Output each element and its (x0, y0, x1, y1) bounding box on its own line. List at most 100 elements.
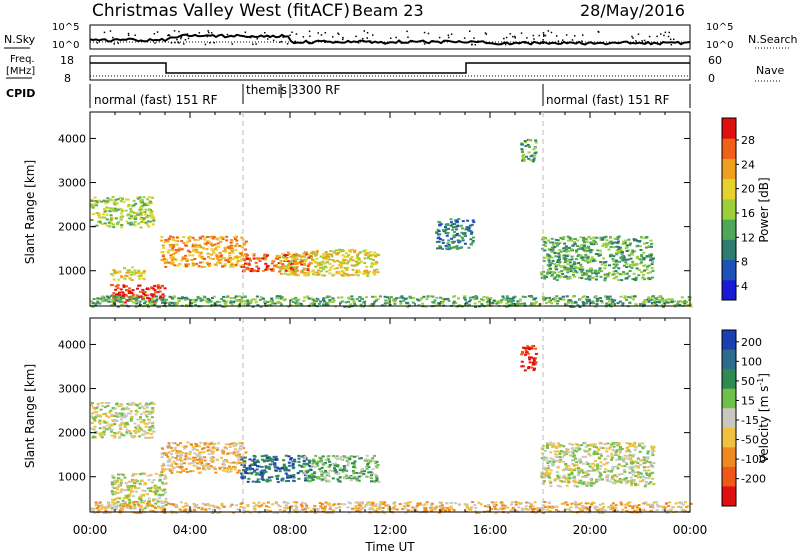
data-cell (209, 465, 213, 468)
data-cell (127, 506, 130, 509)
data-cell (193, 510, 197, 512)
data-cell (580, 509, 584, 512)
data-cell (437, 302, 441, 305)
data-cell (172, 245, 176, 248)
data-cell (544, 245, 548, 248)
data-cell (127, 203, 131, 206)
data-cell (576, 304, 580, 307)
data-cell (583, 244, 587, 247)
data-cell (115, 413, 119, 416)
data-cell (254, 473, 258, 476)
data-cell (158, 478, 162, 481)
data-cell (632, 238, 636, 241)
data-cell (129, 210, 133, 213)
nave-tick-top: 60 (708, 54, 722, 67)
data-cell (530, 302, 533, 305)
data-cell (140, 213, 144, 216)
noise-dot (474, 44, 476, 46)
data-cell (622, 264, 626, 267)
data-cell (183, 458, 187, 461)
data-cell (167, 502, 171, 505)
data-cell (580, 244, 584, 247)
data-cell (406, 504, 410, 507)
data-cell (190, 462, 194, 465)
data-cell (502, 507, 506, 510)
data-cell (114, 294, 118, 297)
data-cell (128, 412, 132, 415)
data-cell (184, 445, 188, 448)
data-cell (139, 505, 143, 508)
noise-dot (167, 34, 169, 37)
data-cell (99, 434, 103, 437)
data-cell (141, 291, 145, 294)
data-cell (681, 508, 685, 511)
data-cell (593, 443, 597, 446)
data-cell (529, 504, 533, 507)
data-cell (586, 257, 590, 260)
data-cell (520, 151, 524, 153)
data-cell (101, 433, 105, 436)
data-cell (366, 271, 370, 274)
data-cell (187, 238, 191, 241)
data-cell (213, 263, 217, 266)
data-cell (566, 235, 570, 238)
data-cell (610, 458, 614, 461)
data-cell (205, 248, 209, 251)
data-cell (154, 488, 158, 491)
data-cell (350, 264, 354, 267)
noise-dot (112, 36, 114, 39)
data-cell (151, 196, 154, 199)
data-cell (119, 427, 123, 430)
data-cell (593, 450, 597, 453)
data-cell (161, 481, 164, 484)
data-cell (211, 237, 215, 240)
data-cell (313, 300, 316, 303)
data-cell (325, 480, 329, 483)
data-cell (171, 247, 175, 250)
data-cell (245, 472, 249, 475)
noise-dot (334, 40, 336, 43)
data-cell (92, 213, 95, 216)
data-cell (110, 423, 114, 426)
data-cell (140, 405, 144, 408)
data-cell (112, 278, 116, 281)
data-cell (224, 246, 228, 249)
data-cell (267, 268, 271, 271)
data-cell (289, 507, 293, 510)
data-cell (505, 299, 509, 302)
data-cell (246, 480, 250, 483)
data-cell (122, 505, 125, 508)
data-cell (144, 300, 148, 303)
data-cell (463, 232, 467, 235)
data-cell (425, 298, 429, 301)
data-cell (344, 468, 348, 471)
data-cell (168, 458, 172, 461)
data-cell (509, 300, 513, 303)
data-cell (120, 423, 123, 426)
data-cell (583, 295, 587, 298)
data-cell (135, 430, 139, 433)
data-cell (116, 287, 120, 290)
data-cell (333, 467, 336, 470)
data-cell (232, 301, 235, 304)
data-cell (224, 447, 228, 450)
data-cell (153, 491, 157, 493)
data-cell (260, 475, 264, 478)
data-cell (317, 302, 321, 305)
data-cell (167, 442, 171, 445)
data-cell (131, 289, 135, 292)
noise-dot (302, 36, 305, 38)
noise-dot (526, 37, 528, 39)
data-cell (285, 504, 288, 507)
data-cell (229, 468, 233, 471)
data-cell (115, 217, 118, 220)
data-cell (211, 250, 215, 252)
data-cell (582, 239, 586, 242)
data-cell (113, 490, 117, 493)
data-cell (511, 299, 515, 302)
data-cell (120, 210, 124, 213)
data-cell (162, 452, 166, 455)
data-cell (611, 259, 615, 262)
data-cell (185, 258, 189, 261)
data-cell (177, 470, 181, 473)
